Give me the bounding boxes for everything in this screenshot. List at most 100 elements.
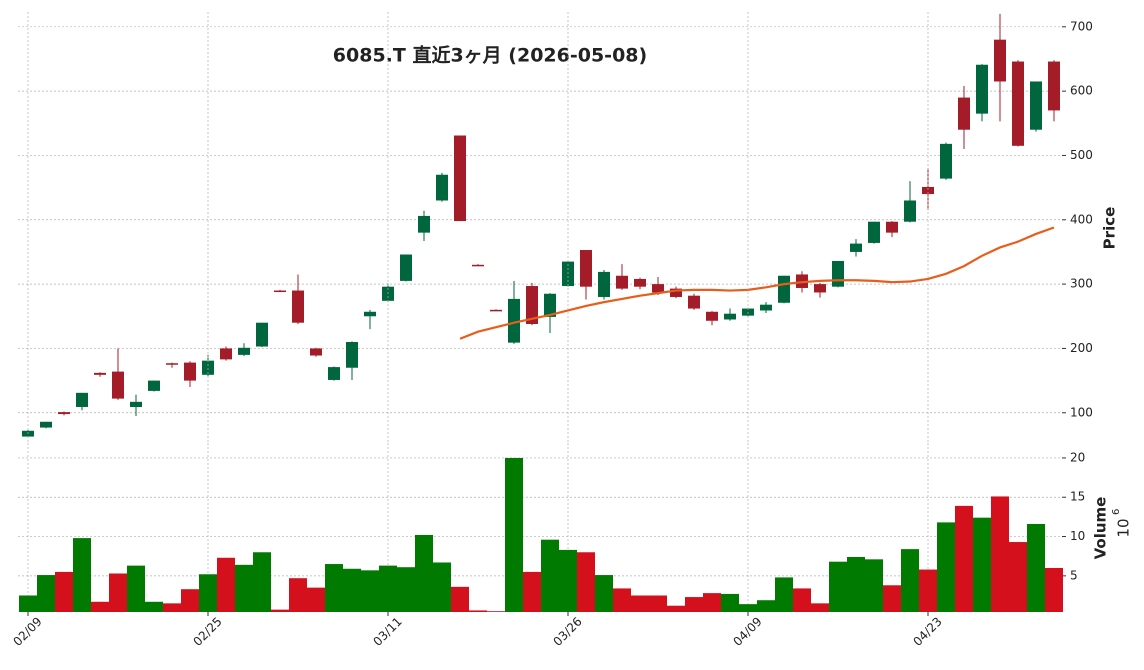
candle-body <box>778 275 790 303</box>
x-tick-label: 03/26 <box>550 614 584 648</box>
chart-title: 6085.T 直近3ヶ月 (2026-05-08) <box>333 44 647 67</box>
candle-body <box>328 367 340 380</box>
candle-body <box>688 295 700 309</box>
volume-bar <box>613 588 631 612</box>
candle-body <box>184 362 196 381</box>
candle-body <box>310 348 322 356</box>
candle-body <box>292 290 304 323</box>
volume-bar <box>577 552 595 612</box>
volume-bar <box>91 601 109 612</box>
volume-bar <box>433 562 451 612</box>
candle-body <box>904 200 916 222</box>
volume-bar <box>685 597 703 612</box>
candle-body <box>706 311 718 321</box>
volume-bar <box>775 577 793 612</box>
volume-bar <box>361 570 379 612</box>
candle-body <box>994 39 1006 82</box>
volume-bar <box>487 611 505 612</box>
volume-bar <box>397 567 415 612</box>
volume-bar <box>145 601 163 612</box>
volume-bar <box>811 603 829 612</box>
volume-bar <box>631 595 649 612</box>
candle-body <box>526 286 538 324</box>
x-tick-label: 02/25 <box>190 614 224 648</box>
candle-body <box>1012 61 1024 146</box>
candle-body <box>58 412 70 415</box>
volume-bar <box>109 573 127 612</box>
x-tick-label: 04/23 <box>910 614 944 648</box>
volume-bar <box>595 575 613 612</box>
volume-bar <box>55 571 73 612</box>
candle-body <box>544 293 556 317</box>
volume-bar <box>163 603 181 612</box>
candle-body <box>760 304 772 311</box>
volume-bar <box>271 609 289 612</box>
candle-body <box>850 243 862 252</box>
candle-body <box>472 264 484 267</box>
candle-body <box>166 363 178 365</box>
candle-body <box>814 284 826 293</box>
candle-body <box>346 342 358 368</box>
volume-bar <box>1009 542 1027 612</box>
volume-bar <box>289 578 307 612</box>
axis-offset: 10 6 <box>1111 509 1133 538</box>
volume-bar <box>865 559 883 612</box>
candle-body <box>670 288 682 297</box>
candle-body <box>598 271 610 297</box>
candle-body <box>130 401 142 407</box>
y-axis-label: Price <box>1101 207 1119 250</box>
x-tick-label: 04/09 <box>730 614 764 648</box>
candle-body <box>364 311 376 317</box>
candle-body <box>274 290 286 293</box>
y-tick-label: 300 <box>1070 277 1093 291</box>
volume-bar <box>235 564 253 612</box>
candle-body <box>508 298 520 343</box>
volume-bar <box>523 571 541 612</box>
volume-bar <box>955 505 973 612</box>
candle-body <box>616 275 628 289</box>
volume-bar <box>973 517 991 612</box>
candle-body <box>256 322 268 347</box>
candle-body <box>148 380 160 391</box>
x-tick-label: 02/09 <box>10 614 44 648</box>
x-tick-label: 03/11 <box>370 614 404 648</box>
volume-bar <box>649 595 667 612</box>
volume-bar <box>253 552 271 612</box>
volume-bar <box>829 561 847 612</box>
volume-bar <box>37 575 55 612</box>
candle-body <box>490 309 502 312</box>
volume-bar <box>307 587 325 612</box>
volume-bar <box>901 549 919 612</box>
volume-bar <box>199 574 217 612</box>
candle-body <box>940 143 952 179</box>
volume-bar <box>721 593 739 612</box>
volume-bar <box>451 586 469 612</box>
volume-bar <box>325 564 343 612</box>
candle-body <box>436 174 448 201</box>
candle-body <box>922 186 934 195</box>
volume-bar <box>1045 567 1063 612</box>
y-tick-label: 15 <box>1070 490 1085 504</box>
y-tick-label: 600 <box>1070 84 1093 98</box>
candle-body <box>580 250 592 287</box>
candle-body <box>400 254 412 281</box>
candle-body <box>634 278 646 287</box>
candle-body <box>724 313 736 320</box>
volume-bar <box>343 568 361 612</box>
volume-bar <box>991 496 1009 612</box>
volume-bar <box>415 534 433 612</box>
volume-bar <box>739 604 757 612</box>
y-tick-label: 100 <box>1070 405 1093 419</box>
candle-body <box>76 392 88 407</box>
candle-body <box>40 421 52 428</box>
candle-body <box>94 372 106 375</box>
volume-bar <box>1027 523 1045 612</box>
volume-bar <box>127 565 145 612</box>
y-tick-label: 400 <box>1070 212 1093 226</box>
candle-body <box>112 371 124 399</box>
volume-bar <box>379 565 397 612</box>
y-tick-label: 5 <box>1070 568 1078 582</box>
volume-bar <box>73 538 91 612</box>
offset-exponent: 6 <box>1111 509 1122 515</box>
